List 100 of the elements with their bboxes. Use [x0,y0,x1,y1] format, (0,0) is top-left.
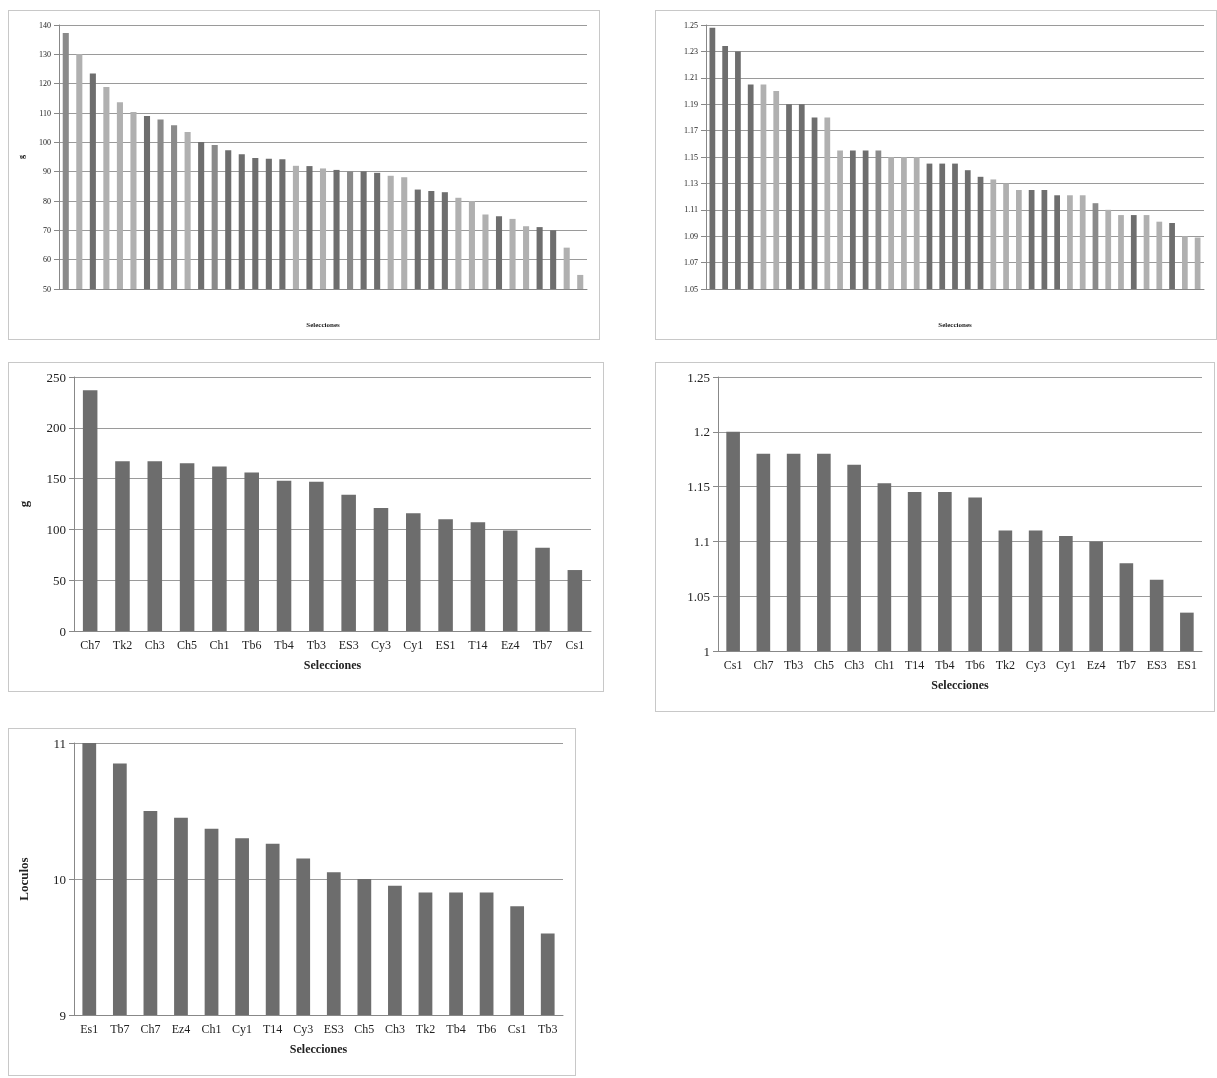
x-tick-label: Ch3 [144,638,165,652]
y-tick-label: 1.15 [687,479,710,495]
bar [567,570,583,631]
y-tick-label: 1.1 [693,533,710,549]
x-tick-label: Tk2 [995,658,1016,672]
x-tick-label: Cs1 [507,1022,527,1036]
x-tick-label: Tk2 [415,1022,436,1036]
bar [406,513,421,631]
x-tick-label: Cy3 [1025,658,1046,672]
bar [438,519,453,631]
x-tick-label: Cy1 [1055,658,1076,672]
x-axis-title: Selecciones [931,678,989,692]
x-axis-title: Selecciones [303,658,362,672]
y-tick-label: 0 [59,623,66,639]
y-tick-label: 1.05 [684,284,698,294]
y-tick-label: 1 [703,643,710,659]
bar [212,466,227,631]
y-tick-label: 9 [59,1007,66,1023]
x-tick-label: Ch5 [177,638,198,652]
bar [309,481,324,631]
y-tick-label: 1.25 [684,20,698,30]
y-tick-label: 80 [43,196,51,206]
bar [82,390,98,631]
x-axis-title: Selecciones [289,1042,348,1056]
x-tick-label: Tb6 [476,1022,497,1036]
y-tick-label: 1.25 [687,369,710,385]
x-tick-label: Tb6 [242,638,262,652]
x-tick-label: Tk2 [112,638,133,652]
y-tick-label: 100 [46,521,66,537]
bar [373,508,389,631]
x-tick-label: Cs1 [565,638,585,652]
x-tick-label: Tb7 [1116,658,1137,672]
x-tick-label: T14 [262,1022,283,1036]
y-tick-label: 100 [39,137,51,147]
y-tick-label: 1.2 [693,424,710,440]
y-axis-title: g [16,500,31,508]
y-tick-label: 1.21 [684,73,698,83]
y-tick-label: 120 [39,79,51,89]
y-tick-label: 250 [46,369,66,385]
x-tick-label: ES1 [435,638,456,652]
y-tick-label: 1.17 [684,126,698,136]
x-tick-label: T14 [904,658,925,672]
y-tick-label: 60 [43,255,51,265]
x-tick-label: Cy3 [293,1022,314,1036]
x-tick-label: Ch7 [140,1022,161,1036]
bar [502,530,518,631]
x-tick-label: T14 [468,638,488,652]
x-tick-label: Tb4 [274,638,294,652]
x-tick-label: ES3 [323,1022,344,1036]
y-tick-label: 1.11 [684,205,698,215]
y-tick-label: 10 [53,871,66,887]
y-tick-label: 50 [43,284,51,294]
x-tick-label: Tb6 [965,658,985,672]
x-tick-label: Tb4 [935,658,955,672]
y-tick-label: 90 [43,167,51,177]
y-tick-label: 1.13 [684,178,698,188]
bar [341,494,356,631]
x-tick-label: ES3 [1146,658,1167,672]
y-tick-label: 130 [39,49,51,59]
x-tick-label: Ch1 [874,658,895,672]
bar [276,480,292,631]
x-tick-label: Cy1 [232,1022,253,1036]
x-tick-label: Ch1 [201,1022,222,1036]
x-tick-label: Ch5 [813,658,834,672]
bar [535,547,550,631]
bar [470,522,486,631]
x-tick-label: Ch5 [354,1022,375,1036]
y-tick-label: 1.23 [684,46,698,56]
y-tick-label: 50 [53,572,66,588]
x-tick-label: Tb3 [783,658,804,672]
y-tick-label: 110 [39,108,51,118]
bar [115,461,130,631]
y-tick-label: 1.19 [684,99,698,109]
x-tick-label: ES1 [1176,658,1197,672]
y-tick-label: 1.05 [687,588,710,604]
x-tick-label: Ch7 [753,658,774,672]
x-tick-label: Ch7 [80,638,101,652]
y-tick-label: 70 [43,225,51,235]
y-tick-label: 1.07 [684,258,698,268]
x-tick-label: Ez4 [500,638,520,652]
bar [179,463,195,631]
x-tick-label: Tb7 [110,1022,130,1036]
x-tick-label: Ch1 [209,638,230,652]
y-tick-label: 200 [46,420,66,436]
x-tick-label: Cy3 [370,638,391,652]
x-tick-label: Ch3 [384,1022,405,1036]
bar [244,472,259,631]
y-axis-title: g [16,155,26,159]
x-tick-label: Cs1 [723,658,743,672]
y-tick-label: 140 [39,20,51,30]
x-tick-label: Tb3 [306,638,327,652]
x-tick-label: ES3 [338,638,359,652]
y-tick-label: 11 [53,735,66,751]
x-tick-label: Tb3 [538,1022,558,1036]
x-tick-label: Tb7 [532,638,553,652]
x-tick-label: Tb4 [446,1022,466,1036]
x-tick-label: Es1 [80,1022,99,1036]
y-tick-label: 1.09 [684,231,698,241]
x-tick-label: Ez4 [171,1022,191,1036]
x-tick-label: Cy1 [403,638,424,652]
